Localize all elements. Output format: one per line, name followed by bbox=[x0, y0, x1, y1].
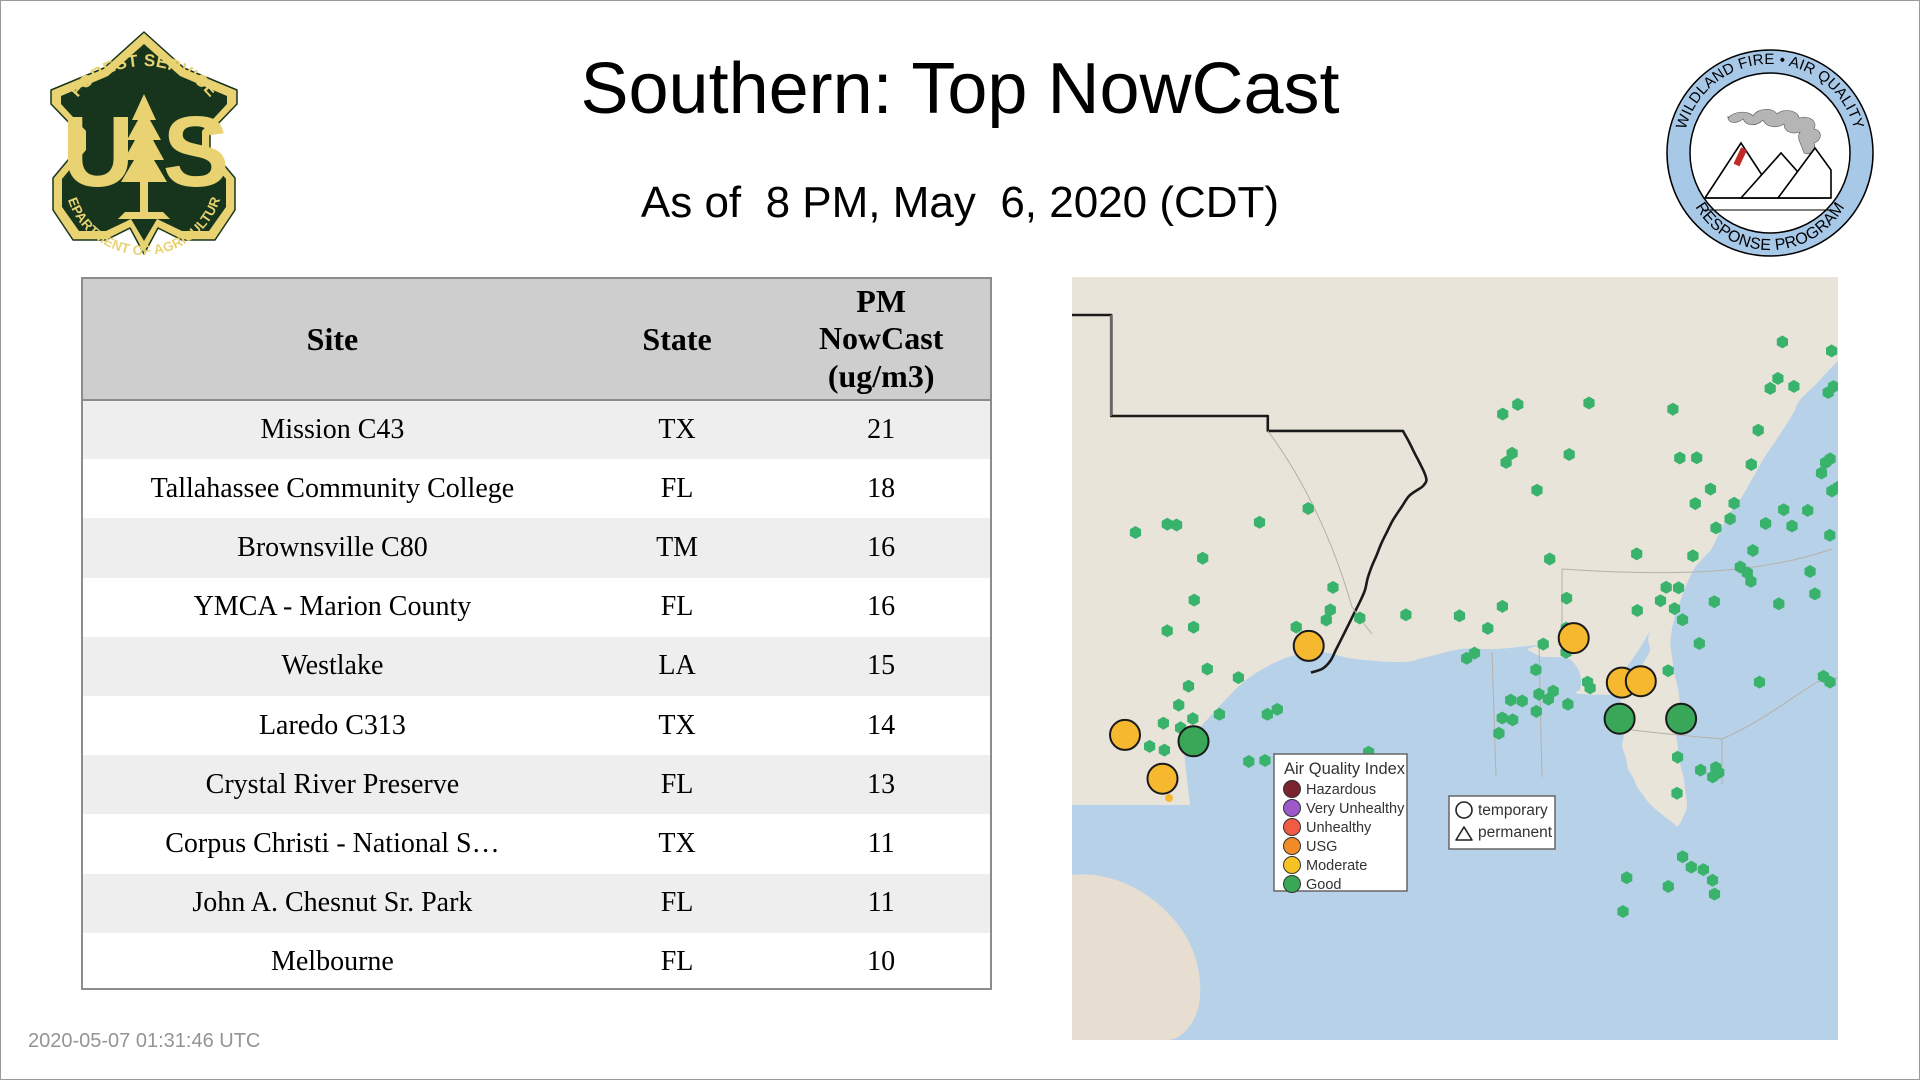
svg-text:Hazardous: Hazardous bbox=[1306, 782, 1376, 798]
svg-text:Air Quality Index: Air Quality Index bbox=[1284, 760, 1406, 778]
svg-text:permanent: permanent bbox=[1478, 824, 1553, 841]
svg-text:Very Unhealthy: Very Unhealthy bbox=[1306, 801, 1405, 817]
svg-text:Good: Good bbox=[1306, 877, 1341, 893]
svg-text:Moderate: Moderate bbox=[1306, 858, 1367, 874]
svg-text:temporary: temporary bbox=[1478, 802, 1548, 819]
svg-text:Unhealthy: Unhealthy bbox=[1306, 820, 1372, 836]
svg-text:USG: USG bbox=[1306, 839, 1337, 855]
